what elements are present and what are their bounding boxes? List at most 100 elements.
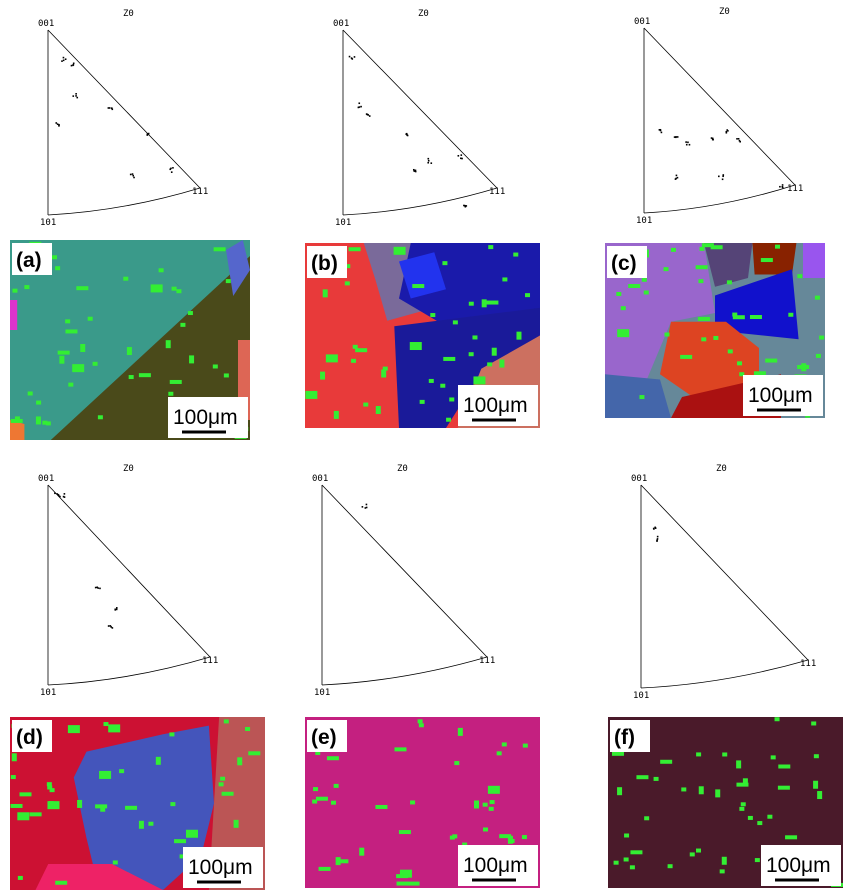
boundary-pixel [305, 391, 317, 399]
boundary-pixel [654, 777, 659, 781]
boundary-pixel [353, 345, 358, 349]
boundary-pixel [811, 721, 816, 725]
boundary-pixel [159, 268, 164, 272]
boundary-pixel [219, 782, 224, 786]
orientation-point [685, 141, 687, 143]
boundary-pixel [113, 860, 118, 864]
boundary-pixel [728, 349, 733, 353]
boundary-pixel [472, 335, 477, 339]
orientation-point [116, 607, 118, 609]
orientation-point [676, 175, 678, 177]
boundary-pixel [757, 821, 762, 825]
pole-figure-title: Z0 [397, 464, 408, 474]
pole-label: 101 [40, 218, 56, 228]
boundary-pixel [139, 373, 151, 377]
orientation-point [146, 134, 148, 136]
boundary-pixel [488, 786, 500, 794]
panel-label: (c) [611, 252, 637, 275]
boundary-pixel [148, 822, 153, 826]
orientation-point [722, 178, 724, 180]
orientation-point [659, 129, 661, 131]
orientation-point [657, 536, 659, 538]
boundary-pixel [108, 724, 120, 732]
orientation-point [686, 144, 688, 146]
orientation-point [64, 496, 66, 498]
orientation-point [109, 107, 111, 109]
orientation-point [722, 174, 724, 176]
boundary-pixel [483, 827, 488, 831]
figure: Z0001101111(a)100μmZ0001101111(b)100μmZ0… [0, 0, 843, 895]
orientation-point [430, 162, 432, 164]
boundary-pixel [320, 372, 325, 380]
boundary-pixel [713, 336, 718, 340]
boundary-pixel [123, 277, 128, 281]
boundary-pixel [248, 751, 260, 755]
scale-bar-label: 100μm [463, 394, 528, 417]
orientation-point [460, 154, 462, 156]
orientation-point [677, 177, 679, 179]
boundary-pixel [701, 337, 706, 341]
boundary-pixel [12, 289, 17, 293]
boundary-pixel [453, 320, 458, 324]
boundary-pixel [765, 359, 777, 363]
boundary-pixel [797, 274, 802, 278]
boundary-pixel [166, 340, 171, 348]
boundary-pixel [775, 245, 780, 249]
boundary-pixel [224, 719, 229, 723]
boundary-pixel [174, 839, 186, 843]
boundary-pixel [680, 355, 692, 359]
boundary-pixel [454, 761, 459, 765]
boundary-pixel [129, 375, 134, 379]
orientation-point [739, 141, 741, 143]
boundary-pixel [88, 317, 93, 321]
boundary-pixel [418, 719, 423, 723]
triangle-edge [48, 485, 210, 657]
scale-bar-label: 100μm [463, 854, 528, 877]
pole-label: 001 [333, 19, 349, 29]
orientation-point [116, 609, 118, 611]
orientation-point [63, 60, 65, 62]
boundary-pixel [65, 329, 77, 333]
boundary-pixel [630, 850, 642, 854]
boundary-pixel [490, 800, 495, 804]
pole-label: 001 [38, 474, 54, 484]
boundary-pixel [664, 267, 669, 271]
boundary-pixel [139, 821, 144, 829]
orientation-point [172, 167, 174, 169]
boundary-pixel [394, 747, 406, 751]
boundary-pixel [420, 400, 425, 404]
boundary-pixel [469, 302, 474, 306]
boundary-pixel [440, 384, 445, 388]
boundary-pixel [345, 281, 350, 285]
boundary-pixel [499, 834, 511, 838]
boundary-pixel [412, 284, 424, 288]
orientation-point [359, 106, 361, 108]
orientation-point [428, 160, 430, 162]
orientation-point [96, 586, 98, 588]
boundary-pixel [474, 801, 479, 809]
boundary-pixel [170, 802, 175, 806]
boundary-pixel [172, 287, 177, 291]
boundary-pixel [817, 791, 822, 799]
boundary-pixel [624, 833, 629, 837]
boundary-pixel [11, 804, 23, 808]
orientation-point [726, 129, 728, 131]
boundary-pixel [617, 787, 622, 795]
boundary-pixel [755, 858, 760, 862]
boundary-pixel [442, 261, 447, 265]
boundary-pixel [245, 727, 250, 731]
orientation-point [461, 158, 463, 160]
panel-label: (b) [311, 252, 338, 275]
boundary-pixel [702, 243, 714, 247]
boundary-pixel [630, 865, 635, 869]
orientation-point [99, 588, 101, 590]
orientation-point [75, 93, 77, 95]
boundary-pixel [443, 357, 455, 361]
panel-label: (a) [16, 249, 42, 272]
boundary-pixel [381, 370, 386, 378]
boundary-pixel [722, 752, 727, 756]
triangle-arc [343, 188, 497, 215]
orientation-point [63, 57, 65, 59]
boundary-pixel [170, 380, 182, 384]
boundary-pixel [125, 806, 137, 810]
